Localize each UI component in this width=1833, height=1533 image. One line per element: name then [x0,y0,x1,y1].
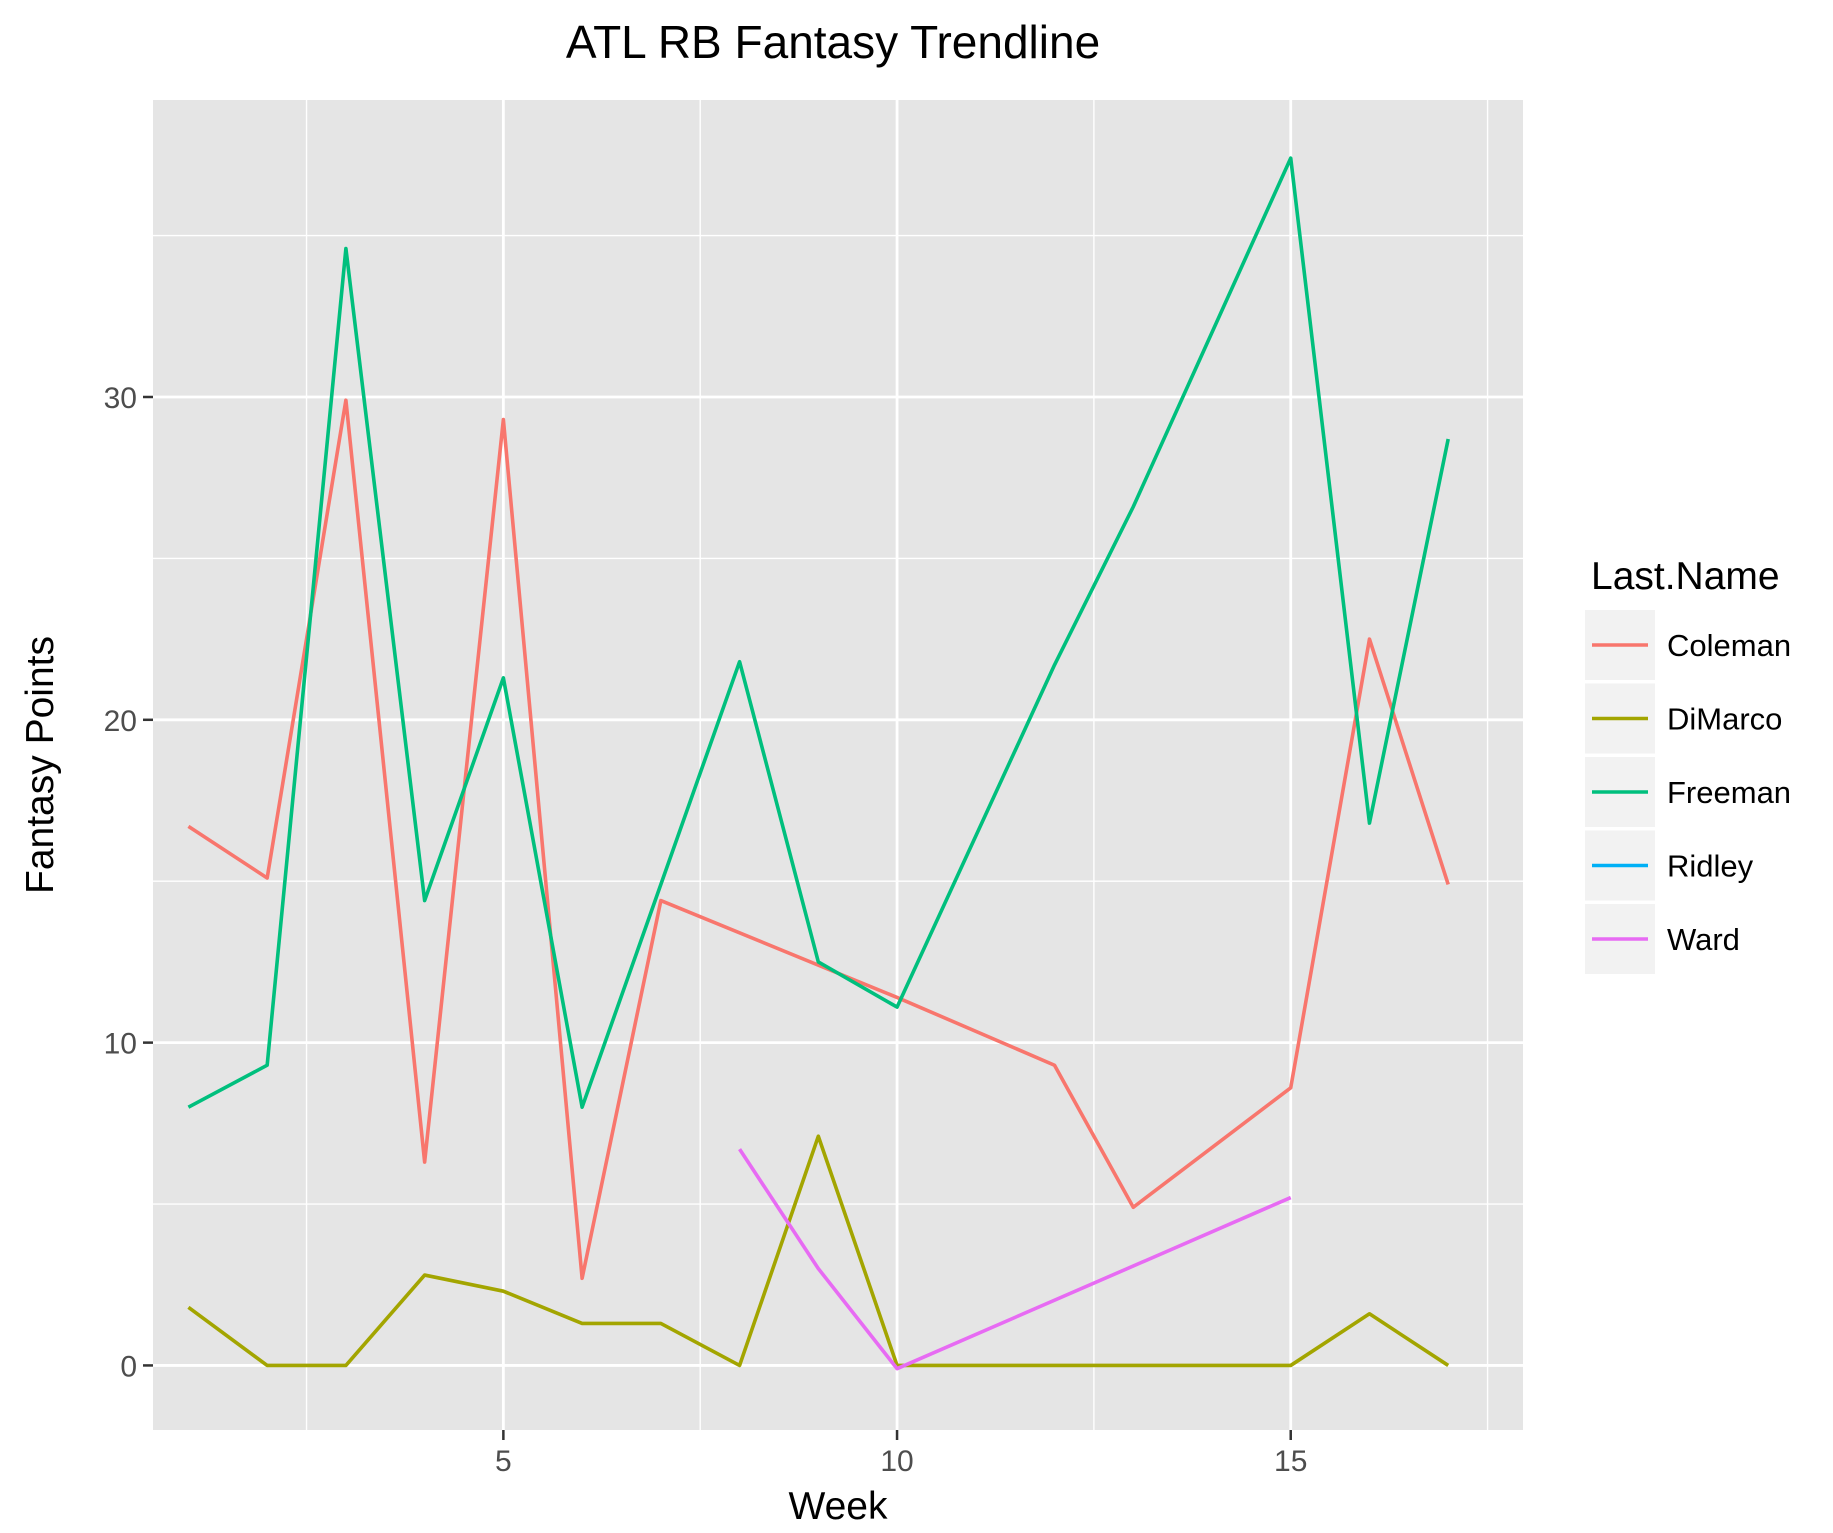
legend: Last.Name Coleman DiMarco Freeman Ridley War… [1585,555,1791,974]
y-axis: 0 10 20 30 [104,382,153,1383]
series-line-coleman [187,398,1450,1281]
legend-item-dimarco: DiMarco [1585,683,1782,754]
series-line-ward [738,1148,1292,1371]
x-axis: 5 10 15 [495,1430,1307,1478]
legend-title: Last.Name [1591,555,1780,598]
series-line-dimarco [187,1134,1450,1368]
legend-label: Coleman [1667,628,1791,663]
y-tick-label: 10 [104,1028,137,1061]
legend-item-coleman: Coleman [1585,610,1791,680]
legend-item-ridley: Ridley [1585,830,1754,901]
x-axis-title: Week [789,1485,888,1528]
x-tick-label: 15 [1274,1445,1307,1478]
chart-title: ATL RB Fantasy Trendline [566,16,1100,68]
x-tick-label: 5 [495,1445,512,1478]
legend-label: Ridley [1667,849,1754,884]
legend-label: DiMarco [1667,702,1782,737]
y-tick-label: 20 [104,705,137,738]
y-axis-title: Fantasy Points [19,636,62,894]
y-tick-label: 0 [120,1350,137,1383]
legend-label: Ward [1667,922,1740,957]
x-tick-label: 10 [880,1445,913,1478]
plot-panel [153,100,1523,1430]
legend-item-freeman: Freeman [1585,757,1791,827]
grid-minor [153,100,1523,1430]
grid-major [153,100,1523,1430]
legend-label: Freeman [1667,775,1791,810]
series-line-freeman [187,156,1450,1109]
y-tick-label: 30 [104,382,137,415]
series-lines [187,156,1450,1371]
legend-item-ward: Ward [1585,904,1740,974]
